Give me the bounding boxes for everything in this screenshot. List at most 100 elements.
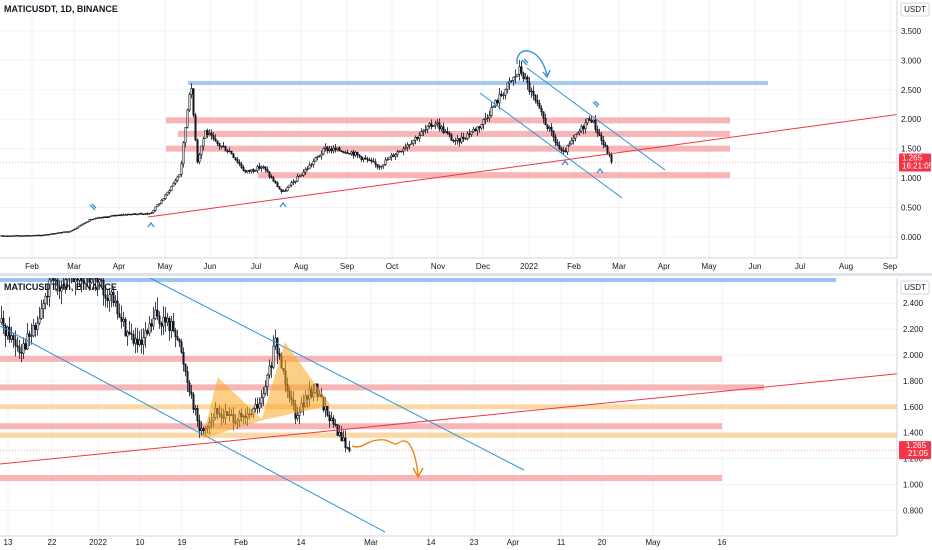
triangle-pattern-right[interactable] xyxy=(261,342,331,421)
candle-body xyxy=(396,151,399,155)
candle-body xyxy=(146,213,149,215)
candle-body xyxy=(64,231,67,233)
candle-body xyxy=(6,235,9,237)
candle-body xyxy=(152,318,155,327)
candle-body xyxy=(42,234,45,237)
candle-body xyxy=(246,169,249,173)
daily-unit-box[interactable] xyxy=(900,2,930,17)
candle-body xyxy=(24,235,27,237)
resistance-zone[interactable] xyxy=(188,80,768,86)
candle-body xyxy=(154,206,157,211)
candle-body xyxy=(216,140,219,144)
candle-body xyxy=(592,119,595,123)
candle-body xyxy=(334,423,337,426)
candle-body xyxy=(596,129,599,134)
candle-body xyxy=(140,339,143,345)
ascending-trendline[interactable] xyxy=(147,110,930,218)
candle-body xyxy=(420,131,423,136)
candle-body xyxy=(348,153,351,155)
candle-body xyxy=(334,147,337,150)
candle-body xyxy=(404,147,407,150)
candle-body xyxy=(148,213,151,215)
support-zone[interactable] xyxy=(0,423,722,430)
candle-body xyxy=(44,295,47,304)
top-arc-annotation[interactable] xyxy=(516,50,548,76)
support-zone[interactable] xyxy=(258,172,730,179)
candle-body xyxy=(294,181,297,183)
x-tick-label: 14 xyxy=(297,538,306,547)
support-zone[interactable] xyxy=(0,384,764,391)
candle-body xyxy=(212,135,215,139)
candle-body xyxy=(220,145,223,148)
candle-body xyxy=(590,120,593,123)
candle-body xyxy=(60,287,63,292)
candle-body xyxy=(130,333,133,335)
daily-chart-panel[interactable]: MATICUSDT, 1D, BINANCE 0.000 0.500 1.000 1.… xyxy=(0,0,932,271)
candle-body xyxy=(202,138,205,147)
support-zone[interactable] xyxy=(166,117,730,124)
candle-body xyxy=(330,417,333,422)
daily-last-price: 1.265 xyxy=(902,153,923,162)
candle-body xyxy=(138,339,141,346)
candle-body xyxy=(48,279,51,297)
candle-body xyxy=(344,437,347,449)
candle-body xyxy=(352,151,355,156)
support-zone[interactable] xyxy=(166,145,730,152)
channel-upper-line[interactable] xyxy=(526,67,666,171)
candle-body xyxy=(274,181,277,184)
candle-body xyxy=(258,165,261,169)
y-tick-label: 2.200 xyxy=(903,325,924,334)
candle-body xyxy=(384,159,387,165)
candle-body xyxy=(346,447,349,449)
channel-lower-line[interactable] xyxy=(0,325,386,533)
triangle-pattern-left[interactable] xyxy=(202,377,263,439)
4h-unit-box[interactable] xyxy=(900,280,930,295)
candle-body xyxy=(366,158,369,161)
support-zone[interactable] xyxy=(0,475,722,482)
candle-body xyxy=(62,286,65,289)
candle-body xyxy=(300,174,303,177)
candle-body xyxy=(200,145,203,156)
x-tick-label: Mar xyxy=(364,538,378,547)
candle-body xyxy=(180,163,183,175)
orange-zone[interactable] xyxy=(0,432,897,438)
candle-body xyxy=(374,161,377,165)
candle-body xyxy=(94,217,97,220)
candle-body xyxy=(194,408,197,410)
4h-chart-panel[interactable]: MATICUSDT, 4h, BINANCE 0.8001.0001.2001.… xyxy=(0,261,931,547)
candle-body xyxy=(402,148,405,152)
orange-zone[interactable] xyxy=(0,404,897,410)
candle-body xyxy=(10,335,13,340)
candle-body xyxy=(270,365,273,368)
candle-body xyxy=(84,222,87,224)
channel-upper-line[interactable] xyxy=(149,278,525,471)
candle-body xyxy=(260,166,263,169)
support-zone[interactable] xyxy=(178,130,730,137)
candle-body xyxy=(196,139,199,163)
candle-body xyxy=(604,144,607,148)
candle-body xyxy=(318,155,321,158)
4h-countdown: 21:05 xyxy=(908,449,929,458)
resistance-zone[interactable] xyxy=(0,278,836,282)
4h-zones xyxy=(0,278,897,482)
daily-grid xyxy=(0,0,897,258)
candle-body xyxy=(2,318,5,326)
pane-separator[interactable] xyxy=(0,273,932,276)
candle-body xyxy=(418,135,421,139)
support-zone[interactable] xyxy=(0,355,722,362)
candle-body xyxy=(582,126,585,130)
channel-lower-line[interactable] xyxy=(479,92,623,199)
x-tick-label: 11 xyxy=(557,538,566,547)
candle-body xyxy=(260,397,263,404)
candle-body xyxy=(32,234,35,237)
candle-body xyxy=(20,352,23,354)
candle-body xyxy=(364,157,367,160)
candle-body xyxy=(426,125,429,130)
projection-path[interactable] xyxy=(351,439,419,476)
ascending-trendline[interactable] xyxy=(0,373,905,465)
bottom-marker-icon xyxy=(561,159,569,166)
candle-body xyxy=(190,391,193,395)
candle-body xyxy=(558,144,561,149)
candle-body xyxy=(316,156,319,158)
